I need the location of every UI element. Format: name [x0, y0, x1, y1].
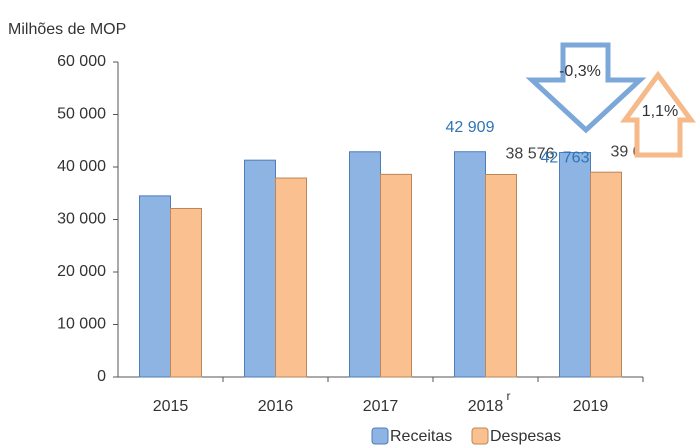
- x-tick-label: 2015: [153, 398, 189, 415]
- legend-label: Receitas: [390, 428, 452, 445]
- y-axis-label: Milhões de MOP: [8, 21, 126, 38]
- x-tick-superscript: r: [507, 389, 511, 403]
- bar: [275, 177, 307, 378]
- y-tick-label: 40 000: [57, 158, 106, 175]
- bar: [485, 173, 517, 378]
- legend-label: Despesas: [490, 428, 561, 445]
- x-tick-label: 2016: [258, 398, 294, 415]
- x-tick-label: 2018: [468, 398, 504, 415]
- value-label: 42 763: [541, 150, 590, 167]
- bar: [454, 151, 486, 378]
- legend-swatch: [471, 427, 489, 445]
- bar: [349, 151, 381, 378]
- value-label: 42 909: [446, 119, 495, 136]
- x-tick-label: 2019: [573, 398, 609, 415]
- annotation-text: 1,1%: [642, 103, 678, 120]
- y-tick-label: 10 000: [57, 316, 106, 333]
- bar: [380, 173, 412, 378]
- y-tick-label: 0: [97, 368, 106, 385]
- annotation-text: -0,3%: [559, 63, 601, 80]
- annotation-arrow: [620, 70, 696, 158]
- y-tick-label: 60 000: [57, 53, 106, 70]
- value-label: 38 576: [506, 146, 555, 163]
- bar: [170, 207, 202, 378]
- bar: [559, 151, 591, 378]
- y-tick-label: 20 000: [57, 263, 106, 280]
- y-tick-label: 30 000: [57, 211, 106, 228]
- y-tick-label: 50 000: [57, 106, 106, 123]
- bar: [590, 171, 622, 378]
- bar: [244, 159, 276, 378]
- legend-swatch: [371, 427, 389, 445]
- annotation-arrow: [525, 42, 647, 134]
- bar: [139, 195, 171, 378]
- x-tick-label: 2017: [363, 398, 399, 415]
